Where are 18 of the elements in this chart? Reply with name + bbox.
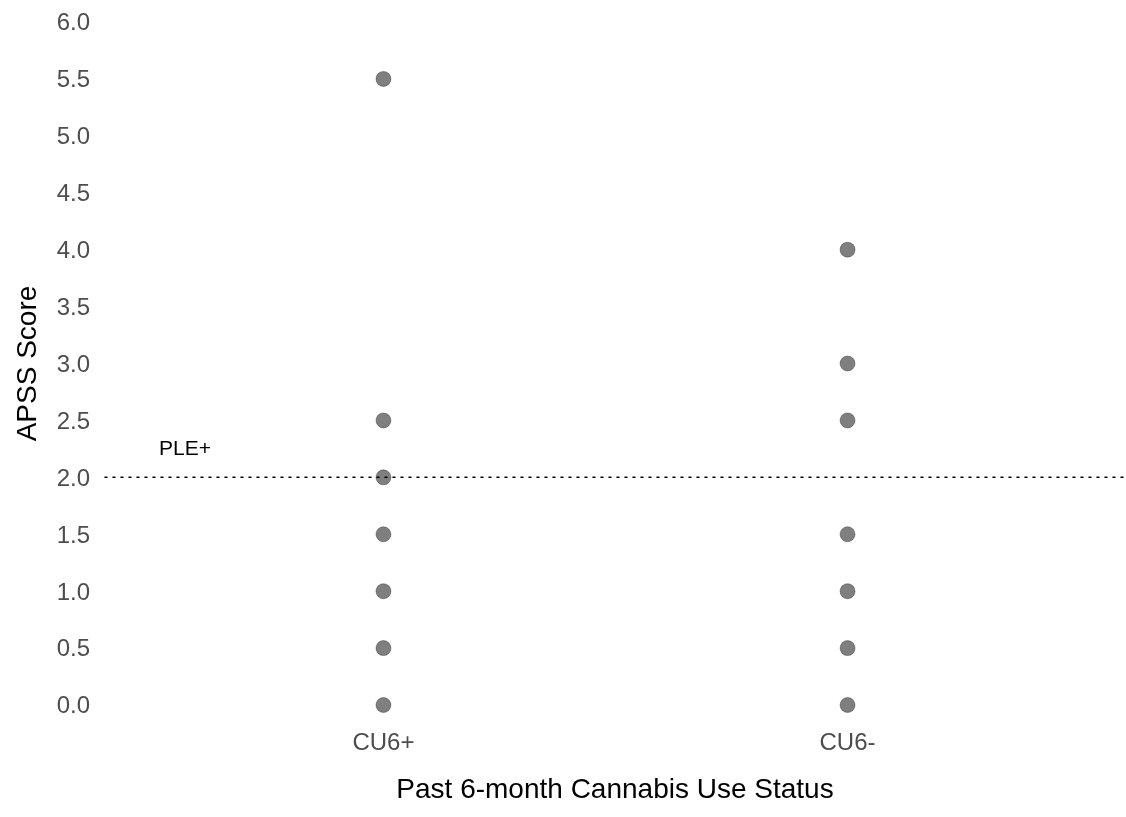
y-tick-label: 4.5 xyxy=(56,179,90,207)
ref-line-label: PLE+ xyxy=(159,436,211,460)
x-axis-title: Past 6-month Cannabis Use Status xyxy=(396,773,834,804)
y-tick-label: 5.0 xyxy=(56,122,90,150)
y-tick-label: 1.0 xyxy=(56,577,90,605)
x-tick-label: CU6- xyxy=(819,728,876,756)
y-tick-label: 3.0 xyxy=(56,349,90,377)
y-tick-label: 0.0 xyxy=(56,691,90,719)
y-tick-label: 5.5 xyxy=(56,65,90,93)
y-tick-label: 2.5 xyxy=(56,406,90,434)
y-axis-title: APSS Score xyxy=(11,285,42,442)
y-tick-label: 2.0 xyxy=(56,463,90,491)
y-tick-label: 0.5 xyxy=(56,634,90,662)
y-tick-label: 6.0 xyxy=(56,8,90,36)
x-tick-label: CU6+ xyxy=(352,728,415,756)
y-tick-label: 3.5 xyxy=(56,292,90,320)
y-tick-label: 4.0 xyxy=(56,236,90,264)
y-tick-label: 1.5 xyxy=(56,520,90,548)
